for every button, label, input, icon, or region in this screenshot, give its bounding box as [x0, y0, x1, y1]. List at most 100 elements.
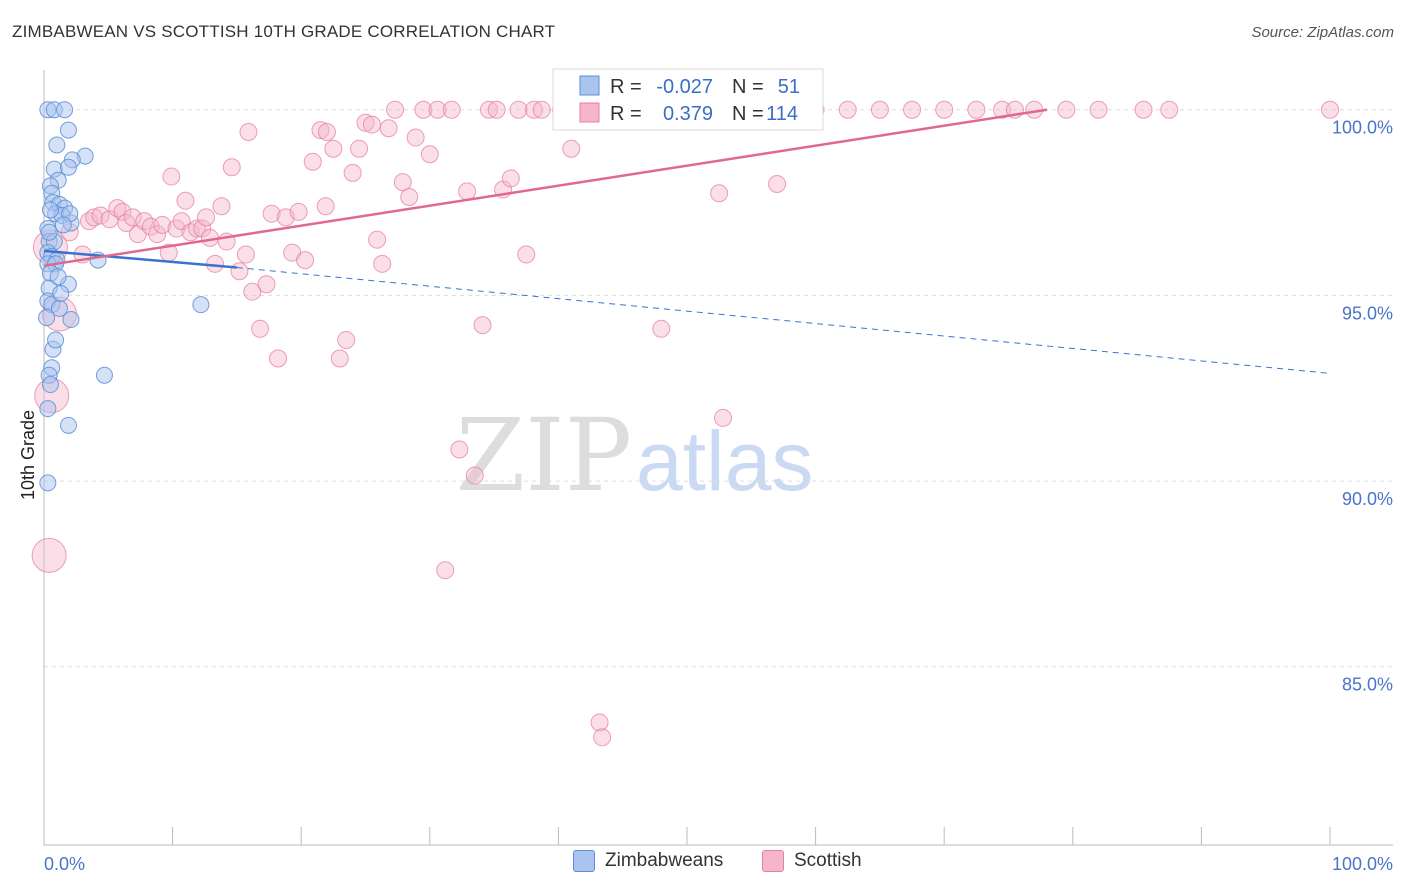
point-scottish-41	[296, 251, 315, 270]
point-scottish-42	[303, 152, 322, 171]
point-zimbabweans-4	[48, 136, 66, 154]
y-tick-label-2: 90.0%	[1342, 489, 1393, 509]
point-scottish-59	[414, 100, 433, 119]
point-zimbabweans-49	[40, 223, 58, 241]
point-scottish-62	[436, 561, 455, 580]
point-scottish-103	[1089, 100, 1108, 119]
trend-scottish	[43, 108, 1048, 267]
point-scottish-58	[406, 128, 425, 147]
point-scottish-72	[509, 100, 528, 119]
point-scottish-95	[870, 100, 889, 119]
point-zimbabweans-39	[95, 366, 113, 384]
point-scottish-35	[257, 275, 276, 294]
point-zimbabweans-34	[62, 311, 80, 329]
point-scottish-67	[473, 316, 492, 335]
legend-swatch-zimbabweans	[573, 850, 595, 872]
point-zimbabweans-47	[38, 309, 56, 327]
point-scottish-34	[251, 319, 270, 338]
legend-item-scottish: Scottish	[762, 850, 862, 872]
point-scottish-56	[393, 173, 412, 192]
legend-item-zimbabweans: Zimbabweans	[573, 850, 723, 872]
point-scottish-15	[141, 217, 160, 236]
point-zimbabweans-3	[59, 121, 77, 139]
point-scottish-25	[197, 208, 216, 227]
point-scottish-64	[450, 440, 469, 459]
point-zimbabweans-38	[41, 376, 59, 394]
point-scottish-10	[113, 202, 132, 221]
point-scottish-27	[206, 254, 225, 273]
x-tick-label-min: 0.0%	[44, 854, 85, 874]
point-scottish-106	[1321, 100, 1339, 119]
stats-legend: R = -0.027 N = 51 R = 0.379 N = 114	[552, 68, 824, 131]
point-scottish-80	[593, 728, 612, 747]
legend-swatch-pink	[579, 102, 600, 123]
point-scottish-66	[465, 466, 484, 485]
legend-label-scottish: Scottish	[794, 850, 862, 871]
x-tick-labels: 0.0% 100.0%	[44, 854, 1393, 874]
point-zimbabweans-50	[49, 268, 67, 286]
point-scottish-63	[442, 100, 461, 119]
series-zimbabweans	[38, 101, 210, 492]
point-scottish-71	[501, 169, 520, 188]
point-scottish-31	[230, 262, 249, 281]
legend-n-value-1: 51	[778, 76, 800, 98]
point-scottish-84	[652, 319, 671, 338]
legend-n-label-2: N =	[732, 103, 764, 125]
point-scottish-44	[317, 122, 336, 141]
point-zimbabweans-45	[41, 201, 59, 219]
point-scottish-109	[239, 122, 258, 141]
point-scottish-69	[487, 100, 506, 119]
watermark-atlas: atlas	[636, 414, 813, 508]
point-scottish-110	[162, 167, 181, 186]
legend-r-label-1: R =	[610, 76, 642, 98]
point-scottish-91	[768, 174, 787, 193]
trend-zimbabweans-extension	[236, 267, 1331, 374]
point-scottish-61	[428, 100, 447, 119]
point-scottish-37	[269, 349, 288, 368]
y-tick-labels: 100.0% 95.0% 90.0% 85.0%	[1332, 118, 1393, 695]
point-zimbabweans-48	[47, 331, 65, 349]
point-scottish-24	[193, 219, 212, 238]
point-scottish-97	[935, 100, 954, 119]
legend-swatch-blue	[579, 75, 600, 96]
watermark: ZIP atlas	[456, 397, 814, 514]
point-scottish-73	[517, 245, 536, 264]
point-scottish-33	[243, 282, 262, 301]
point-zimbabweans-41	[59, 416, 77, 434]
legend-r-value-2: 0.379	[663, 103, 713, 125]
point-scottish-12	[123, 208, 142, 227]
point-scottish-94	[838, 100, 857, 119]
chart-title: ZIMBABWEAN VS SCOTTISH 10TH GRADE CORREL…	[12, 22, 556, 41]
point-scottish-3	[31, 537, 67, 573]
point-scottish-43	[311, 121, 330, 140]
point-scottish-32	[236, 245, 255, 264]
point-scottish-36	[262, 204, 281, 223]
point-scottish-60	[420, 145, 439, 164]
point-scottish-99	[993, 100, 1012, 119]
point-scottish-108	[316, 197, 335, 216]
point-scottish-57	[400, 187, 419, 206]
point-scottish-77	[562, 139, 581, 158]
point-scottish-55	[386, 100, 405, 119]
trend-lines	[43, 108, 1331, 374]
watermark-zip: ZIP	[456, 397, 632, 514]
point-scottish-65	[458, 182, 477, 201]
point-scottish-68	[479, 100, 498, 119]
point-zimbabweans-44	[54, 216, 72, 234]
point-scottish-40	[289, 202, 308, 221]
point-scottish-6	[85, 208, 104, 227]
y-tick-label-1: 95.0%	[1342, 303, 1393, 323]
legend-r-label-2: R =	[610, 103, 642, 125]
point-scottish-28	[212, 197, 231, 216]
point-scottish-75	[532, 100, 551, 119]
point-scottish-46	[330, 349, 349, 368]
y-tick-label-3: 85.0%	[1342, 675, 1393, 695]
point-scottish-30	[222, 158, 241, 177]
point-scottish-49	[350, 139, 369, 158]
point-scottish-45	[324, 139, 343, 158]
legend-n-label-1: N =	[732, 76, 764, 98]
point-scottish-105	[1160, 100, 1179, 119]
point-scottish-96	[903, 100, 922, 119]
y-axis-label: 10th Grade	[18, 410, 38, 500]
